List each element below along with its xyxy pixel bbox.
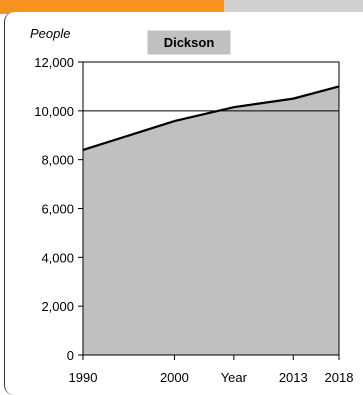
chart-title-box — [147, 30, 231, 55]
y-tick-label: 8,000 — [41, 153, 74, 168]
y-tick-label: 4,000 — [41, 250, 74, 265]
y-tick-label: 0 — [67, 348, 74, 363]
y-tick-label: 6,000 — [41, 202, 74, 217]
y-tick-label: 10,000 — [34, 104, 74, 119]
y-tick-label: 2,000 — [41, 299, 74, 314]
x-tick-label: Year — [221, 370, 248, 385]
x-tick-label: 2013 — [279, 370, 308, 385]
x-tick-label: 1990 — [69, 370, 98, 385]
tab-strip — [0, 0, 363, 14]
x-tick-label: 2018 — [325, 370, 354, 385]
population-area — [83, 86, 339, 356]
y-axis-label: People — [30, 26, 70, 41]
y-axis-ticks: 0 2,000 4,000 6,000 8,000 10,000 12,000 — [34, 55, 83, 363]
tab-inactive[interactable] — [224, 0, 363, 14]
x-tick-label: 2000 — [160, 370, 189, 385]
x-axis-ticks: 1990 2000 Year 2013 2018 — [69, 355, 354, 385]
chart-title: Dickson — [164, 35, 215, 50]
y-tick-label: 12,000 — [34, 55, 74, 70]
tab-active[interactable] — [0, 0, 224, 14]
population-line — [82, 85, 340, 151]
